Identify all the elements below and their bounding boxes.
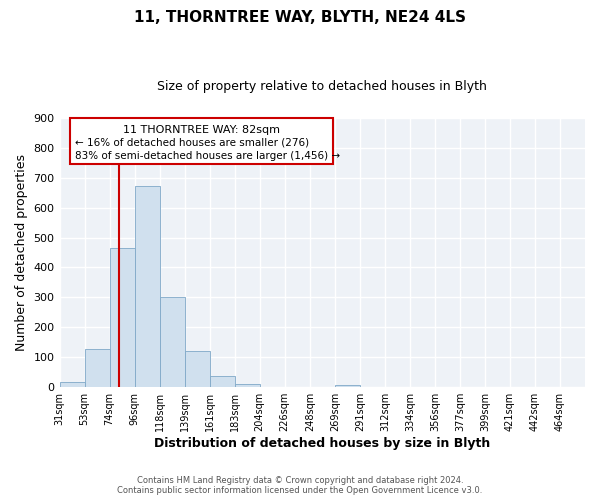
Text: ← 16% of detached houses are smaller (276): ← 16% of detached houses are smaller (27… bbox=[76, 138, 310, 148]
Bar bbox=[335, 385, 360, 387]
X-axis label: Distribution of detached houses by size in Blyth: Distribution of detached houses by size … bbox=[154, 437, 490, 450]
Text: 83% of semi-detached houses are larger (1,456) →: 83% of semi-detached houses are larger (… bbox=[76, 152, 340, 162]
Y-axis label: Number of detached properties: Number of detached properties bbox=[15, 154, 28, 351]
Bar bbox=[85, 349, 110, 387]
Bar bbox=[209, 376, 235, 387]
FancyBboxPatch shape bbox=[70, 118, 333, 164]
Bar bbox=[134, 186, 160, 387]
Bar bbox=[185, 352, 209, 387]
Bar bbox=[235, 384, 260, 387]
Bar bbox=[110, 248, 134, 387]
Text: 11 THORNTREE WAY: 82sqm: 11 THORNTREE WAY: 82sqm bbox=[123, 124, 280, 134]
Bar bbox=[59, 382, 85, 387]
Text: 11, THORNTREE WAY, BLYTH, NE24 4LS: 11, THORNTREE WAY, BLYTH, NE24 4LS bbox=[134, 10, 466, 25]
Title: Size of property relative to detached houses in Blyth: Size of property relative to detached ho… bbox=[157, 80, 487, 93]
Bar bbox=[160, 296, 185, 387]
Text: Contains HM Land Registry data © Crown copyright and database right 2024.
Contai: Contains HM Land Registry data © Crown c… bbox=[118, 476, 482, 495]
